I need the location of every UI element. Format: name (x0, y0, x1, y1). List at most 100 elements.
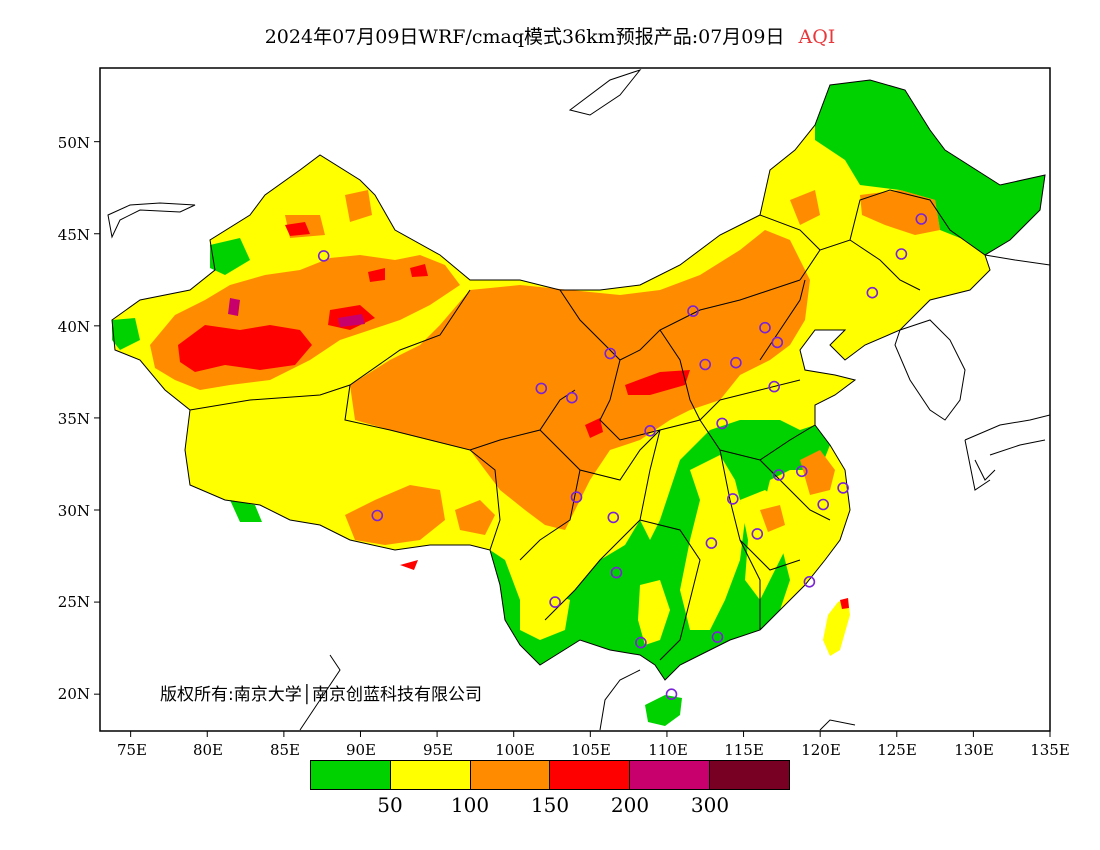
south-yellow-pocket-1 (680, 455, 745, 630)
station-marker (535, 382, 548, 395)
jiangsu-orange (800, 450, 835, 495)
legend-swatch-3 (550, 761, 631, 789)
lat-label-40n: 40N (57, 318, 90, 336)
lat-label-30n: 30N (57, 502, 90, 520)
xinjiang-purple (228, 298, 240, 316)
north-red-spot-1 (285, 222, 310, 236)
lat-label-20n: 20N (57, 685, 90, 703)
yunnan-green (490, 420, 830, 680)
legend-swatch-2 (470, 761, 551, 789)
station-marker (566, 391, 578, 404)
station-marker (610, 566, 623, 579)
northeast-green (815, 80, 1045, 255)
station-marker (635, 636, 647, 649)
lon-label-100e: 100E (495, 741, 535, 759)
title-product: AQI (798, 26, 836, 48)
copyright-text: 版权所有:南京大学│南京创蓝科技有限公司 (160, 685, 482, 705)
legend-swatch-5 (710, 761, 789, 789)
north-red-spot-2 (368, 268, 385, 282)
lon-label-130e: 130E (954, 741, 994, 759)
tibet-edge-red (400, 560, 418, 570)
station-marker (570, 491, 583, 503)
legend-swatch-0 (311, 761, 391, 789)
map-title: 2024年07月09日WRF/cmaq模式36km预报产品:07月09日 AQI (0, 22, 1100, 49)
station-marker (817, 498, 830, 511)
lat-label-50n: 50N (57, 134, 90, 152)
legend-label-200: 200 (610, 793, 650, 817)
station-markers (317, 213, 928, 701)
south-yellow-pocket-3 (520, 590, 570, 640)
lat-label-35n: 35N (57, 410, 90, 428)
lon-label-105e: 105E (571, 741, 611, 759)
tarim-purple (338, 314, 365, 327)
axis-ticks (94, 141, 1051, 737)
tarim-red (178, 325, 312, 372)
legend-label-300: 300 (690, 793, 730, 817)
map-layers (107, 68, 1050, 731)
legend-label-150: 150 (530, 793, 570, 817)
title-main: 2024年07月09日WRF/cmaq模式36km预报产品:07月09日 (264, 26, 785, 48)
sichuan-red (585, 418, 603, 438)
far-west-green (210, 238, 250, 275)
lon-label-90e: 90E (345, 741, 377, 759)
lon-label-80e: 80E (192, 741, 224, 759)
north-red-spot-3 (410, 264, 428, 277)
taiwan-red (840, 598, 849, 609)
legend-swatch-1 (390, 761, 471, 789)
lon-label-95e: 95E (422, 741, 454, 759)
inner-mongolia-orange (790, 190, 820, 225)
south-yellow-pocket-4 (638, 580, 670, 645)
station-marker (772, 469, 785, 481)
station-marker (549, 596, 561, 608)
lon-label-110e: 110E (648, 741, 688, 759)
station-marker (726, 493, 739, 505)
lon-label-120e: 120E (801, 741, 841, 759)
loess-red (625, 370, 690, 395)
hainan-island (645, 695, 682, 726)
station-marker (895, 248, 908, 260)
map-frame (99, 67, 1051, 732)
legend-label-50: 50 (377, 793, 403, 817)
lat-label-45n: 45N (57, 226, 90, 244)
station-marker (716, 417, 728, 430)
aqi-legend (310, 760, 790, 790)
taiwan-island (823, 598, 850, 656)
station-marker (371, 509, 384, 522)
station-marker (317, 250, 330, 262)
lon-label-75e: 75E (116, 741, 148, 759)
station-marker (730, 356, 742, 369)
station-marker (795, 465, 808, 478)
province-borders (111, 79, 1046, 681)
station-marker (915, 213, 928, 225)
central-orange (350, 230, 810, 530)
station-marker (607, 511, 620, 524)
lon-label-125e: 125E (877, 741, 917, 759)
station-marker (837, 482, 849, 494)
station-marker (866, 286, 879, 299)
station-marker (771, 336, 784, 349)
station-marker (759, 321, 771, 334)
station-marker (604, 347, 617, 360)
station-marker (644, 424, 656, 437)
legend-label-100: 100 (450, 793, 490, 817)
tibet-orange (345, 485, 445, 545)
station-marker (665, 688, 678, 701)
station-marker (803, 575, 816, 588)
pamir-green (112, 318, 140, 350)
lon-label-115e: 115E (724, 741, 764, 759)
station-marker (687, 305, 699, 317)
northwest-orange-spot (345, 190, 372, 222)
hunan-orange (760, 505, 785, 532)
station-marker (699, 358, 712, 371)
lat-label-25n: 25N (57, 593, 90, 611)
coastlines (107, 68, 1050, 731)
tibet-south-green (230, 500, 262, 522)
lon-label-85e: 85E (269, 741, 301, 759)
tibet-orange-east (455, 500, 495, 535)
station-marker (768, 380, 781, 393)
station-marker (705, 537, 718, 549)
station-marker (751, 528, 764, 540)
legend-swatch-4 (630, 761, 711, 789)
station-marker (711, 631, 724, 643)
